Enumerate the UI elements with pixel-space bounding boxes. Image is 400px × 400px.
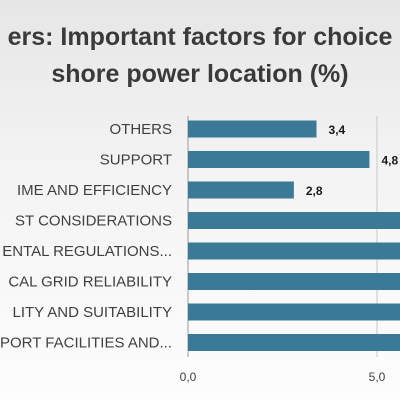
category-labels: OTHERS SUPPORT IME AND EFFICIENCY ST CONSID… <box>0 121 172 352</box>
data-label: 3,4 <box>329 123 346 137</box>
x-tick-label: 0,0 <box>180 370 197 384</box>
x-tick-label: 5,0 <box>369 370 386 384</box>
bar <box>188 242 400 260</box>
bar <box>188 181 294 199</box>
bar <box>188 212 400 229</box>
category-label: PORT FACILITIES AND... <box>0 335 172 352</box>
bar <box>188 334 400 351</box>
chart-title-line-1: ers: Important factors for choice <box>7 23 393 51</box>
x-axis-tick-labels: 0,05,010,015,020,0 <box>180 370 386 384</box>
category-label: OTHERS <box>109 121 172 138</box>
data-labels: 3,44,82,813,88,311,7 <box>306 123 399 198</box>
category-label: ST CONSIDERATIONS <box>15 213 172 230</box>
bar <box>188 273 400 290</box>
category-label: SUPPORT <box>100 152 172 169</box>
chart-title-line-2: shore power location (%) <box>51 60 349 88</box>
category-label: LITY AND SUITABILITY <box>13 304 173 321</box>
data-label: 2,8 <box>306 184 323 198</box>
category-label: CAL GRID RELIABILITY <box>8 274 172 291</box>
bars <box>188 120 400 351</box>
category-label: ENTAL REGULATIONS... <box>2 243 172 260</box>
data-label: 4,8 <box>381 154 398 168</box>
bar <box>188 151 370 168</box>
bar <box>188 303 400 321</box>
bar <box>188 120 317 138</box>
category-label: IME AND EFFICIENCY <box>17 182 172 199</box>
